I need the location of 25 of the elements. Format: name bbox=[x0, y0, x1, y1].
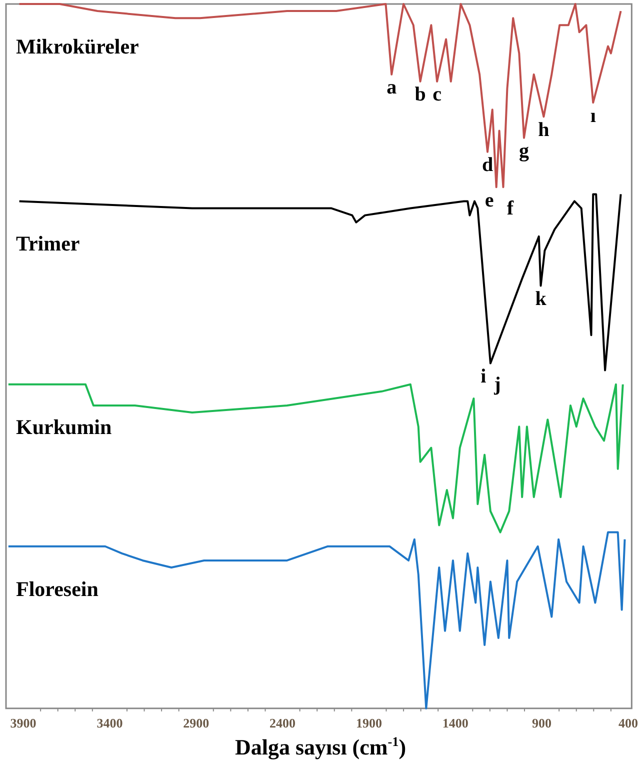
annotation: ı bbox=[590, 104, 596, 127]
annotation: g bbox=[518, 140, 529, 162]
x-tick-label: 2900 bbox=[183, 716, 210, 731]
x-tick-label: 900 bbox=[532, 716, 552, 731]
annotation: d bbox=[482, 154, 494, 176]
series-label: Kurkumin bbox=[16, 414, 112, 439]
annotation: e bbox=[484, 189, 494, 212]
x-tick-label: 1400 bbox=[442, 716, 468, 731]
x-tick-label: 2400 bbox=[270, 716, 296, 731]
series-label: Floresein bbox=[16, 576, 99, 601]
annotation: k bbox=[535, 288, 548, 310]
annotation: b bbox=[414, 84, 426, 106]
x-axis-title: Dalga sayısı (cm$^{-1}$) bbox=[234, 734, 408, 760]
x-tick-label: 3900 bbox=[10, 716, 36, 731]
series-label: Trimer bbox=[16, 232, 80, 256]
annotation: a bbox=[386, 76, 397, 99]
x-tick-label: 1900 bbox=[356, 716, 382, 731]
annotation: j bbox=[493, 373, 501, 396]
x-tick-label: 3400 bbox=[96, 716, 123, 731]
series-label: Mikroküreler bbox=[16, 34, 139, 58]
annotation: h bbox=[538, 118, 550, 141]
x-tick-label: 400 bbox=[618, 716, 638, 731]
annotation: i bbox=[480, 365, 487, 388]
annotation: c bbox=[432, 84, 442, 106]
annotation: f bbox=[506, 197, 514, 220]
